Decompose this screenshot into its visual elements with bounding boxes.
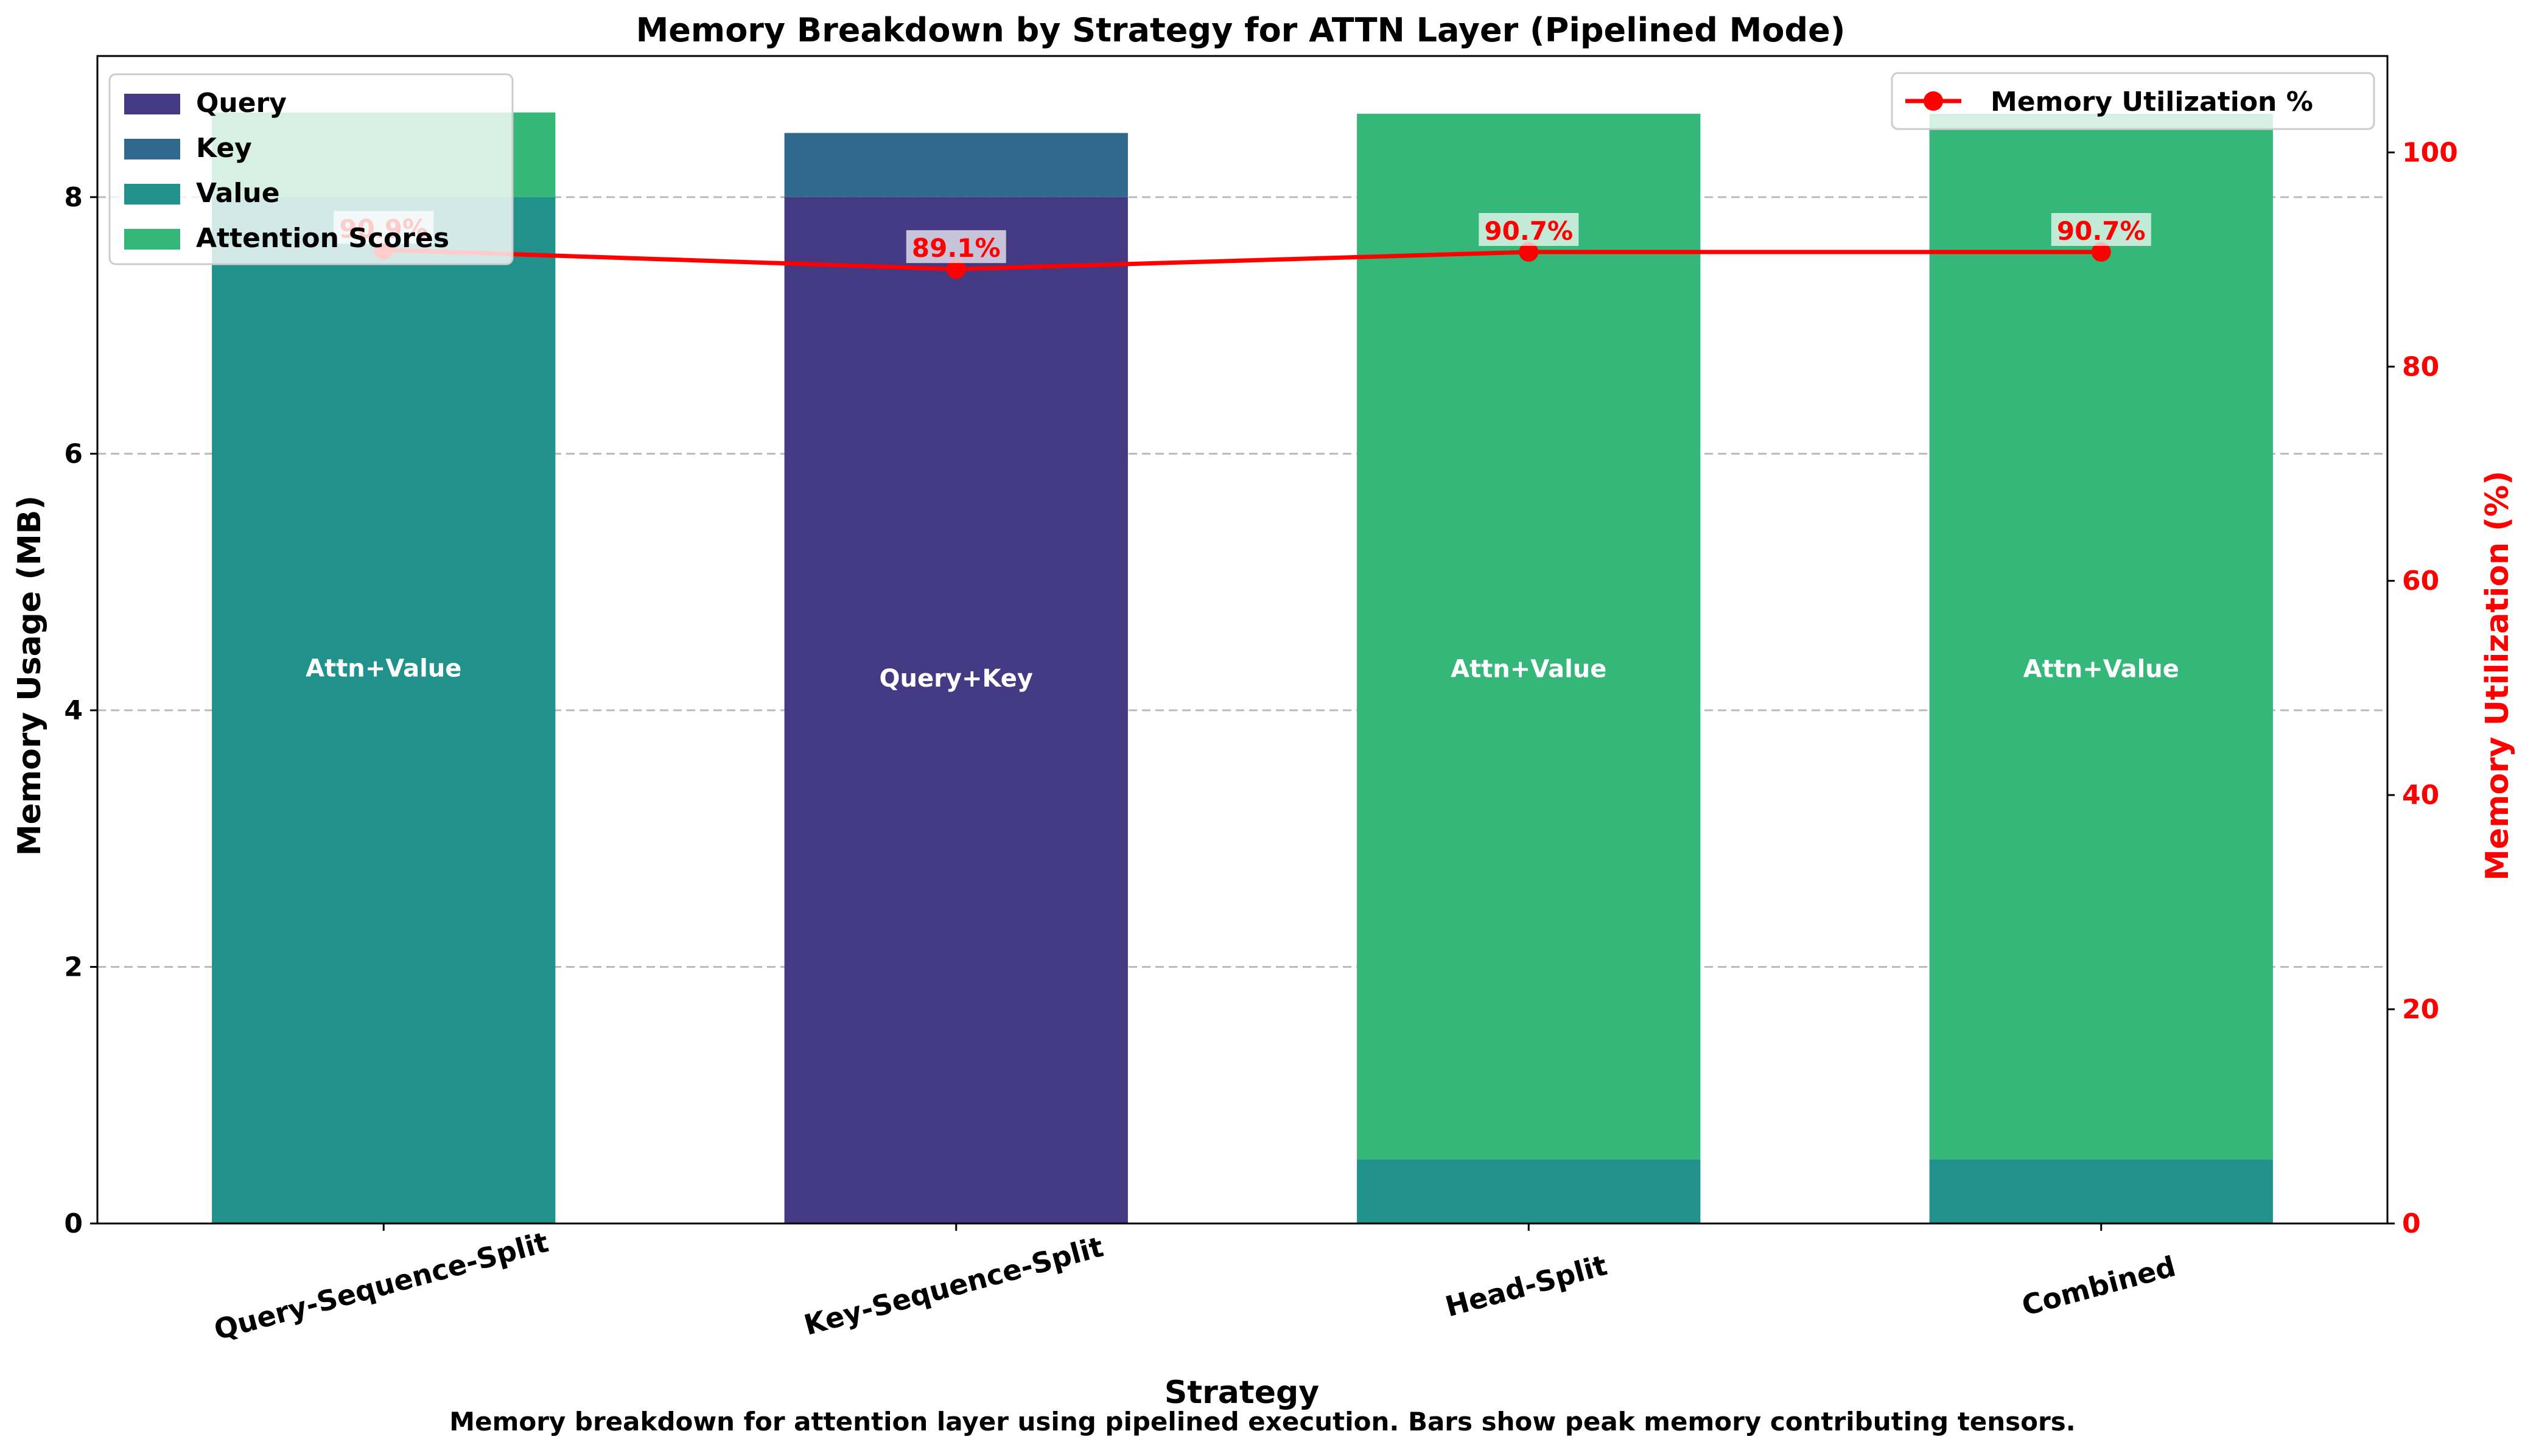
- bar-segment: [1929, 113, 2273, 1160]
- y-tick-label: 4: [64, 695, 83, 726]
- legend-line-label: Memory Utilization %: [1991, 86, 2313, 117]
- bars: [212, 112, 2273, 1223]
- utilization-polyline: [383, 247, 2101, 271]
- y-right-tick-label: 20: [2402, 994, 2439, 1025]
- bar-label: Attn+Value: [1451, 655, 1606, 683]
- caption: Memory breakdown for attention layer usi…: [449, 1407, 2075, 1437]
- y-tick-label: 8: [64, 182, 83, 213]
- y-tick-label: 6: [64, 438, 83, 469]
- bar-segment: [784, 133, 1128, 197]
- utilization-label-box: [1479, 213, 1579, 247]
- utilization-point: [2091, 242, 2111, 262]
- y-right-tick-label: 40: [2402, 780, 2439, 811]
- legend-label: Attention Scores: [196, 223, 449, 254]
- y-tick-labels: 0 2 4 6 8: [64, 182, 97, 1239]
- legend-line-marker: [1924, 91, 1943, 111]
- legend-swatch: [124, 94, 180, 114]
- y-axis-label: Memory Usage (MB): [12, 495, 48, 856]
- plot-frame: [96, 55, 2389, 1225]
- bar-segment: [784, 197, 1128, 1223]
- utilization-label: 89.1%: [912, 233, 1001, 263]
- y-right-tick-label: 80: [2402, 351, 2439, 382]
- legend-swatch: [124, 229, 180, 250]
- x-tick-label: Key-Sequence-Split: [800, 1230, 1107, 1342]
- legend-line: Memory Utilization %: [1891, 72, 2375, 130]
- utilization-line: 90.9%89.1%90.7%90.7%: [334, 211, 2151, 279]
- utilization-label: 90.7%: [2057, 216, 2146, 246]
- bar-segment: [1929, 1159, 2273, 1223]
- bar-segment: [1357, 113, 1701, 1160]
- bar-label: Query+Key: [880, 665, 1033, 693]
- y-right-tick-label: 100: [2402, 137, 2458, 168]
- x-tick-label: Head-Split: [1442, 1248, 1611, 1323]
- legend-label: Query: [196, 88, 287, 119]
- legend-swatch: [124, 139, 180, 159]
- y-tick-label: 2: [64, 951, 83, 982]
- bar-labels: Attn+Value Query+Key Attn+Value Attn+Value: [306, 654, 2179, 693]
- x-tick-labels: Query-Sequence-Split Key-Sequence-Split He…: [211, 1223, 2179, 1346]
- y-right-tick-label: 0: [2402, 1208, 2421, 1239]
- utilization-point: [946, 259, 966, 279]
- chart-title: Memory Breakdown by Strategy for ATTN La…: [636, 11, 1846, 49]
- bar-segment: [1357, 1159, 1701, 1223]
- utilization-label: 90.7%: [1484, 216, 1573, 246]
- legend-swatch: [124, 184, 180, 205]
- utilization-point: [1519, 242, 1539, 262]
- bar-label: Attn+Value: [2023, 655, 2179, 683]
- x-axis-label: Strategy: [1164, 1374, 1319, 1411]
- utilization-label-box: [2051, 213, 2151, 247]
- x-tick-label: Query-Sequence-Split: [211, 1225, 552, 1346]
- utilization-label-box: [906, 230, 1006, 264]
- legend-line-box: [1891, 72, 2375, 130]
- legend-label: Value: [196, 178, 280, 209]
- axes: [96, 55, 2389, 1225]
- y-right-tick-labels: 0 20 40 60 80 100: [2387, 137, 2458, 1239]
- bar-segment: [212, 197, 556, 1223]
- y-right-axis-label: Memory Utilization (%): [2479, 471, 2516, 881]
- legend-series: Query Key Value Attention Scores: [108, 73, 514, 265]
- y-tick-label: 0: [64, 1208, 83, 1239]
- legend-label: Key: [196, 133, 252, 164]
- legend-box: [108, 73, 514, 265]
- bar-label: Attn+Value: [306, 654, 461, 682]
- x-tick-label: Combined: [2019, 1250, 2179, 1322]
- y-right-tick-label: 60: [2402, 565, 2439, 597]
